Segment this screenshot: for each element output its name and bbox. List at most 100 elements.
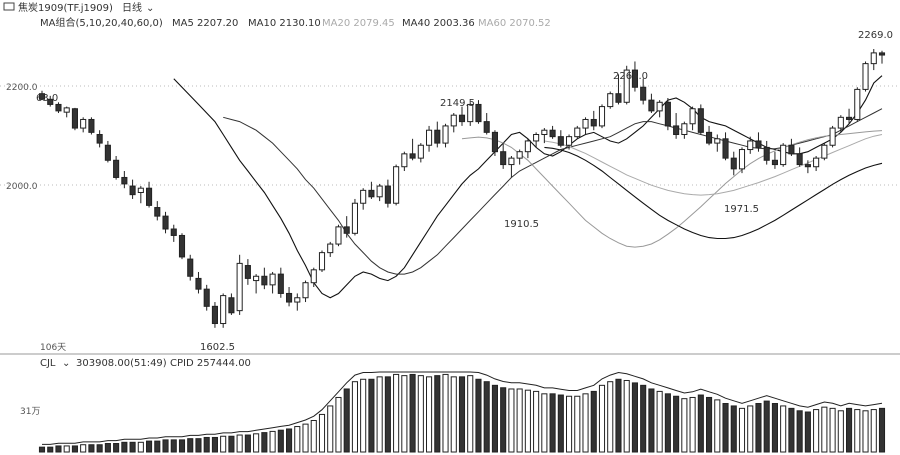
candle-up: [607, 93, 614, 108]
ma-group-label[interactable]: MA组合(5,10,20,40,60,0): [40, 16, 163, 29]
volume-bar: [491, 384, 498, 453]
candle-up: [582, 118, 589, 129]
volume-bar: [730, 405, 737, 453]
volume-bar: [722, 403, 729, 453]
ma20-line: [461, 130, 883, 248]
candle-up: [524, 140, 531, 153]
candle-down: [648, 99, 655, 112]
volume-bar: [442, 373, 449, 453]
candle-down: [384, 185, 391, 204]
period-label[interactable]: 日线: [122, 1, 142, 14]
chevron-down-icon[interactable]: ⌄: [146, 3, 154, 14]
candle-down: [146, 187, 153, 206]
volume-bar: [615, 378, 622, 453]
volume-bar: [590, 390, 597, 453]
volume-bar: [557, 394, 564, 453]
ma10-line: [223, 108, 883, 275]
candle-up: [738, 149, 746, 170]
candle-down: [706, 131, 713, 144]
candle-up: [714, 138, 721, 144]
volume-bar: [318, 413, 326, 453]
candle-up: [302, 282, 309, 299]
candle-down: [154, 207, 161, 217]
settings-icon[interactable]: [3, 2, 15, 11]
candle-up: [656, 101, 663, 112]
ma10-label: MA10 2130.10: [248, 18, 321, 29]
candle-up: [236, 262, 243, 312]
candle-down: [55, 103, 62, 112]
right-low-label: 1971.5: [724, 204, 759, 215]
volume-bar: [788, 407, 795, 453]
volume-bar: [384, 376, 391, 453]
candle-down: [788, 144, 795, 155]
candle-down: [615, 93, 622, 103]
candle-up: [351, 202, 358, 234]
candle-down: [203, 288, 210, 307]
candle-up: [566, 136, 573, 146]
volume-bar: [162, 439, 169, 453]
volume-bar: [450, 376, 457, 453]
price-tick-2200: 2200.0: [6, 83, 38, 93]
candle-down: [96, 134, 103, 144]
volume-bar: [870, 409, 877, 453]
price-tick-2000: 2000.0: [6, 182, 38, 192]
volume-bar: [813, 409, 820, 453]
volume-bar: [673, 395, 680, 453]
volume-bar: [220, 435, 227, 453]
candle-up: [253, 275, 260, 282]
volume-bar: [253, 433, 260, 453]
candle-up: [467, 103, 474, 123]
volume-bar: [458, 376, 466, 453]
volume-bar: [146, 440, 153, 453]
volume-bar: [417, 375, 424, 453]
candle-down: [104, 144, 111, 161]
candle-up: [516, 151, 523, 159]
volume-bar: [549, 393, 556, 453]
volume-bar: [393, 373, 400, 453]
mid-low-label: 1910.5: [504, 219, 539, 230]
volume-bar: [113, 443, 120, 453]
start-value-label: 63.0: [36, 93, 58, 104]
volume-bar: [80, 444, 87, 453]
volume-bar: [343, 388, 350, 453]
right-high-label: 2265.0: [613, 71, 648, 82]
volume-indicator-label[interactable]: CJL: [40, 358, 56, 369]
candle-up: [310, 269, 317, 284]
volume-bar: [154, 440, 161, 453]
candle-up: [335, 226, 342, 245]
candle-up: [417, 144, 424, 159]
volume-bar: [244, 434, 251, 453]
days-label: 106天: [40, 343, 66, 353]
chart-header: 焦炭1909(TF.j1909) 日线 ⌄: [3, 1, 154, 14]
candle-up: [450, 114, 457, 127]
volume-bar: [607, 381, 614, 453]
chevron-down-icon[interactable]: ⌄: [62, 358, 70, 369]
volume-bar: [648, 388, 655, 453]
volume-bar: [738, 407, 746, 453]
symbol-label[interactable]: 焦炭1909(TF.j1909): [18, 1, 113, 14]
candle-up: [574, 127, 581, 138]
volume-bar: [178, 439, 186, 453]
volume-bar: [656, 390, 663, 453]
volume-bar: [780, 405, 787, 453]
cpid-value: CPID 257444.00: [170, 358, 251, 369]
volume-bar: [714, 399, 721, 453]
volume-bar: [829, 407, 836, 453]
volume-bar: [261, 432, 268, 453]
candle-up: [294, 297, 301, 303]
candle-down: [483, 121, 490, 133]
volume-bar: [821, 406, 828, 453]
candle-down: [878, 52, 886, 56]
volume-bar: [475, 378, 482, 453]
volume-bar: [335, 396, 342, 453]
volume-bar: [483, 381, 490, 453]
volume-bar: [524, 389, 531, 453]
volume-bar: [533, 390, 540, 453]
candle-down: [228, 297, 235, 314]
last-high-label: 2269.0: [858, 30, 893, 41]
candle-up: [327, 243, 334, 254]
moving-average-lines: [173, 75, 883, 299]
ma5-label: MA5 2207.20: [172, 18, 238, 29]
candle-up: [854, 88, 861, 120]
